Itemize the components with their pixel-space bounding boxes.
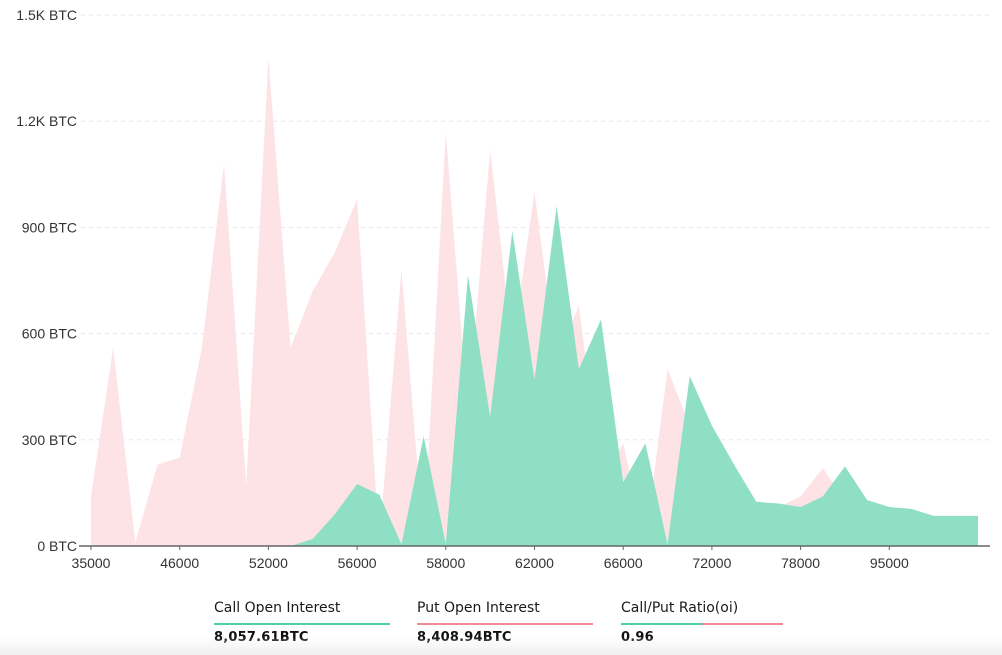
call-area[interactable] <box>91 206 978 546</box>
area-layer <box>91 57 978 546</box>
x-tick-label: 78000 <box>781 555 820 571</box>
y-tick-label: 1.5K BTC <box>16 7 77 23</box>
x-tick-label: 62000 <box>515 555 554 571</box>
legend-call-label: Call Open Interest <box>214 600 341 616</box>
x-tick-label: 72000 <box>692 555 731 571</box>
y-tick-label: 0 BTC <box>37 538 77 554</box>
y-tick-label: 600 BTC <box>22 326 77 342</box>
x-tick-label: 52000 <box>249 555 288 571</box>
y-tick-label: 900 BTC <box>22 219 77 235</box>
x-tick-label: 46000 <box>160 555 199 571</box>
x-tick-label: 35000 <box>72 555 111 571</box>
axis-layer: 0 BTC 300 BTC 600 BTC 900 BTC 1.2K BTC 1.5K B… <box>16 7 990 571</box>
legend-ratio-bar <box>621 623 783 625</box>
footer-shade <box>0 637 1002 655</box>
x-tick-label: 58000 <box>426 555 465 571</box>
x-tick-label: 66000 <box>604 555 643 571</box>
put-area[interactable] <box>91 57 978 546</box>
legend-put-label: Put Open Interest <box>417 600 540 616</box>
y-tick-label: 1.2K BTC <box>16 113 77 129</box>
open-interest-chart: 0 BTC 300 BTC 600 BTC 900 BTC 1.2K BTC 1.5K B… <box>16 7 990 571</box>
legend-put-bar <box>417 623 593 625</box>
x-tick-label: 56000 <box>338 555 377 571</box>
y-tick-label: 300 BTC <box>22 432 77 448</box>
legend-call-bar <box>214 623 390 625</box>
x-tick-label: 95000 <box>870 555 909 571</box>
legend-ratio-label: Call/Put Ratio(oi) <box>621 600 739 616</box>
